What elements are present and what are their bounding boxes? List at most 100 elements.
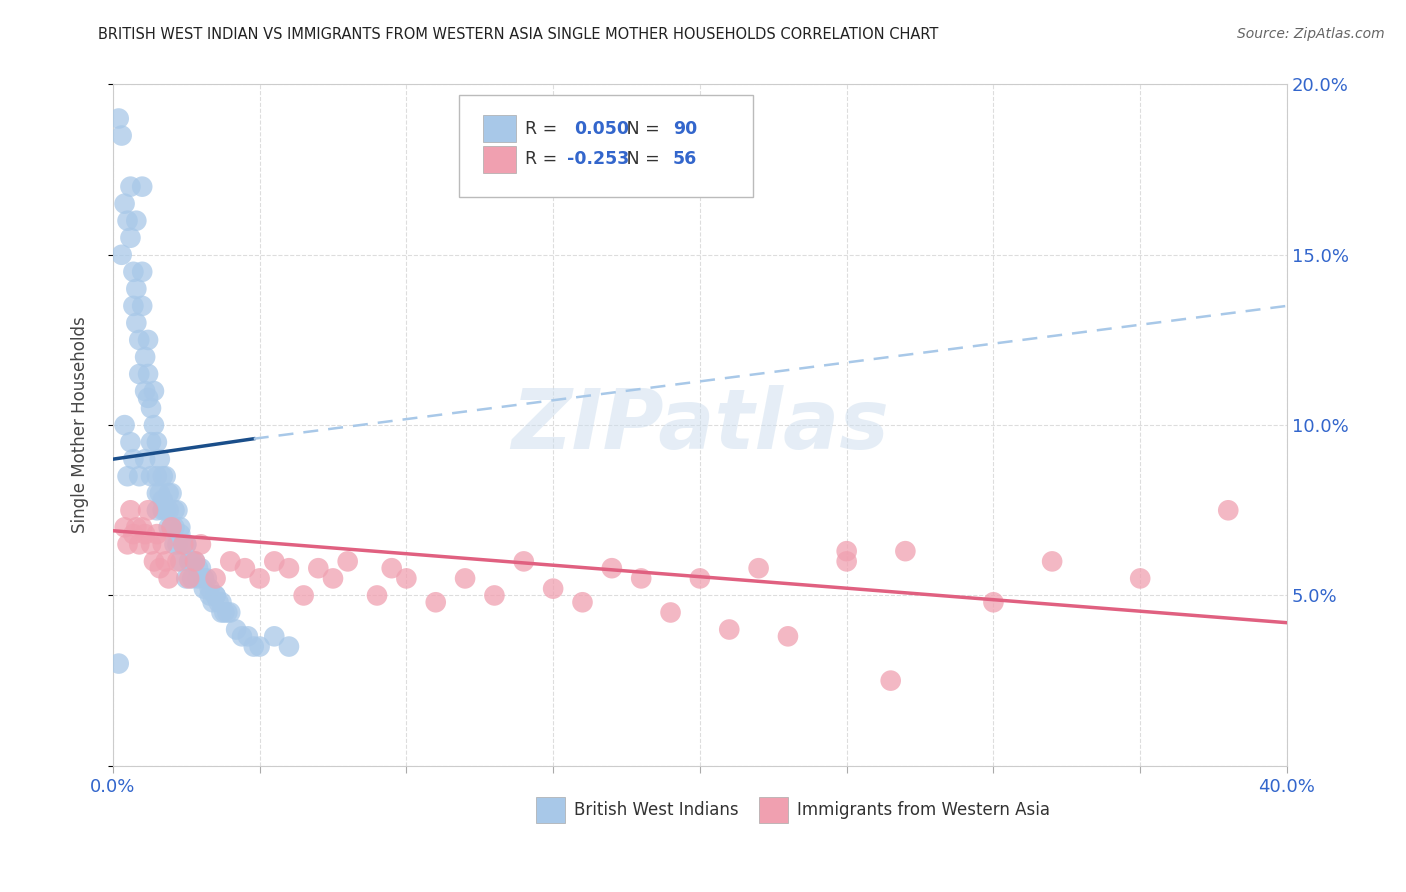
Point [307, 561, 329, 575]
Point [149, 452, 172, 467]
Point [219, 606, 242, 620]
Point [146, 486, 169, 500]
Point [125, 520, 148, 534]
Point [128, 537, 150, 551]
Point [322, 571, 344, 585]
Point [146, 435, 169, 450]
Point [571, 595, 593, 609]
Point [125, 213, 148, 227]
Point [146, 503, 169, 517]
Point [134, 384, 156, 398]
Point [131, 299, 153, 313]
Text: R =: R = [524, 151, 562, 169]
Point [128, 469, 150, 483]
Point [142, 554, 165, 568]
Point [152, 503, 174, 517]
Point [1040, 554, 1063, 568]
Point [263, 629, 285, 643]
Point [181, 554, 204, 568]
Point [136, 391, 159, 405]
Point [211, 595, 233, 609]
Point [541, 582, 564, 596]
Point [163, 520, 186, 534]
Point [336, 554, 359, 568]
Point [163, 503, 186, 517]
Text: N =: N = [621, 120, 665, 137]
Point [174, 537, 197, 551]
Point [131, 520, 153, 534]
Point [120, 231, 142, 245]
Point [454, 571, 477, 585]
Text: 90: 90 [673, 120, 697, 137]
Point [122, 452, 145, 467]
Point [152, 537, 174, 551]
Point [484, 589, 506, 603]
Point [117, 213, 139, 227]
Point [179, 554, 201, 568]
Point [114, 418, 136, 433]
Point [835, 554, 858, 568]
Point [131, 179, 153, 194]
Point [184, 554, 207, 568]
Point [128, 367, 150, 381]
Point [136, 333, 159, 347]
Text: 56: 56 [673, 151, 697, 169]
Text: Immigrants from Western Asia: Immigrants from Western Asia [797, 801, 1050, 819]
Text: -0.253: -0.253 [567, 151, 630, 169]
Point [125, 316, 148, 330]
Point [157, 571, 180, 585]
Point [134, 527, 156, 541]
Point [659, 606, 682, 620]
Point [152, 469, 174, 483]
Point [131, 265, 153, 279]
Point [689, 571, 711, 585]
Point [835, 544, 858, 558]
Point [149, 561, 172, 575]
Point [219, 554, 242, 568]
Point [134, 452, 156, 467]
Point [107, 112, 129, 126]
Point [193, 582, 215, 596]
Point [117, 537, 139, 551]
Point [211, 606, 233, 620]
Point [166, 537, 188, 551]
Point [160, 486, 183, 500]
Point [1218, 503, 1240, 517]
FancyBboxPatch shape [536, 797, 565, 823]
FancyBboxPatch shape [482, 145, 516, 173]
Point [157, 486, 180, 500]
Point [122, 527, 145, 541]
Point [983, 595, 1005, 609]
Point [169, 520, 191, 534]
Point [425, 595, 447, 609]
Point [128, 333, 150, 347]
Text: British West Indians: British West Indians [574, 801, 740, 819]
Point [278, 640, 301, 654]
Point [136, 503, 159, 517]
Point [160, 520, 183, 534]
Point [157, 503, 180, 517]
Point [157, 520, 180, 534]
Point [122, 299, 145, 313]
Point [718, 623, 741, 637]
Point [155, 554, 177, 568]
Point [198, 589, 221, 603]
Point [125, 282, 148, 296]
Point [172, 537, 194, 551]
Point [233, 561, 256, 575]
Point [190, 537, 212, 551]
Point [120, 435, 142, 450]
Point [1129, 571, 1152, 585]
Point [149, 486, 172, 500]
Point [139, 469, 162, 483]
Point [122, 265, 145, 279]
Point [894, 544, 917, 558]
Point [201, 595, 224, 609]
Point [114, 520, 136, 534]
Point [111, 128, 134, 143]
Point [181, 571, 204, 585]
Point [381, 561, 404, 575]
Point [160, 520, 183, 534]
Point [166, 554, 188, 568]
Point [120, 179, 142, 194]
